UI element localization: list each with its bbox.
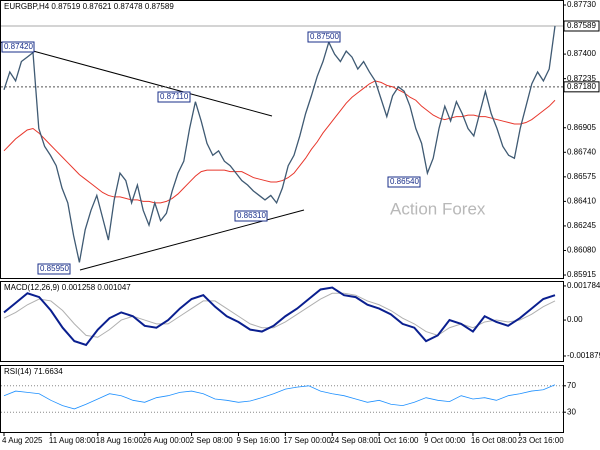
x-tick-label: 16 Oct 08:00: [471, 436, 517, 445]
price-panel: [0, 0, 564, 279]
panel-title: RSI(14) 71.6634: [4, 367, 63, 376]
annotation: 0.87110: [160, 92, 189, 101]
y-tick-label: 0.86080: [567, 246, 596, 255]
x-tick-label: 4 Aug 2025: [2, 436, 43, 445]
panel-title: MACD(12,26,9) 0.001258 0.001047: [4, 283, 131, 292]
annotation-box: [157, 91, 191, 103]
price-marker-box: [563, 20, 600, 32]
trendline: [0, 41, 273, 117]
y-tick-label: -0.001879: [567, 351, 600, 360]
y-tick-label: 30: [567, 407, 576, 416]
x-tick-label: 24 Sep 08:00: [330, 436, 378, 445]
rsi-line: [3, 384, 556, 410]
price-marker-label: 0.87589: [567, 21, 596, 30]
y-tick-label: 0.87730: [567, 0, 596, 9]
price-line: [3, 25, 556, 263]
y-tick-label: 70: [567, 381, 576, 390]
x-tick-label: 26 Aug 00:00: [143, 436, 191, 445]
rsi-panel: [0, 365, 564, 433]
annotation-box: [387, 176, 421, 188]
price-marker-box: [563, 81, 600, 93]
annotation-box: [37, 263, 71, 275]
panel-title: EURGBP,H4 0.87519 0.87621 0.87478 0.8758…: [4, 2, 174, 11]
annotation: 0.85950: [40, 264, 69, 273]
y-tick-label: 0.85915: [567, 270, 596, 279]
x-tick-label: 2 Sep 08:00: [190, 436, 234, 445]
x-tick-label: 23 Oct 16:00: [518, 436, 564, 445]
y-tick-label: 0.87400: [567, 49, 596, 58]
annotation-box: [234, 210, 268, 222]
y-tick-label: 0.86245: [567, 221, 596, 230]
y-tick-label: 0.86740: [567, 147, 596, 156]
watermark: Action Forex: [390, 199, 486, 218]
annotation-box: [307, 31, 341, 43]
y-tick-label: 0.00: [567, 315, 583, 324]
x-tick-label: 1 Oct 16:00: [377, 436, 419, 445]
x-tick-label: 18 Aug 16:00: [96, 436, 144, 445]
price-marker-label: 0.87180: [567, 82, 596, 91]
macd-panel: [0, 281, 564, 362]
y-tick-label: 0.86410: [567, 196, 596, 205]
macd-line: [3, 286, 556, 347]
x-tick-label: 11 Aug 08:00: [49, 436, 96, 445]
x-tick-label: 17 Sep 00:00: [283, 436, 331, 445]
x-tick-label: 9 Oct 00:00: [424, 436, 466, 445]
y-tick-label: 0.86905: [567, 123, 596, 132]
annotation: 0.86310: [237, 211, 266, 220]
x-tick-label: 9 Sep 16:00: [236, 436, 280, 445]
annotation: 0.86540: [390, 177, 419, 186]
y-tick-label: 0.86575: [567, 172, 596, 181]
annotation-box: [1, 41, 35, 53]
annotation: 0.87420: [4, 42, 33, 51]
y-tick-label: 0.001784: [567, 281, 600, 290]
annotation: 0.87500: [310, 32, 339, 41]
y-tick-label: 0.87235: [567, 74, 596, 83]
